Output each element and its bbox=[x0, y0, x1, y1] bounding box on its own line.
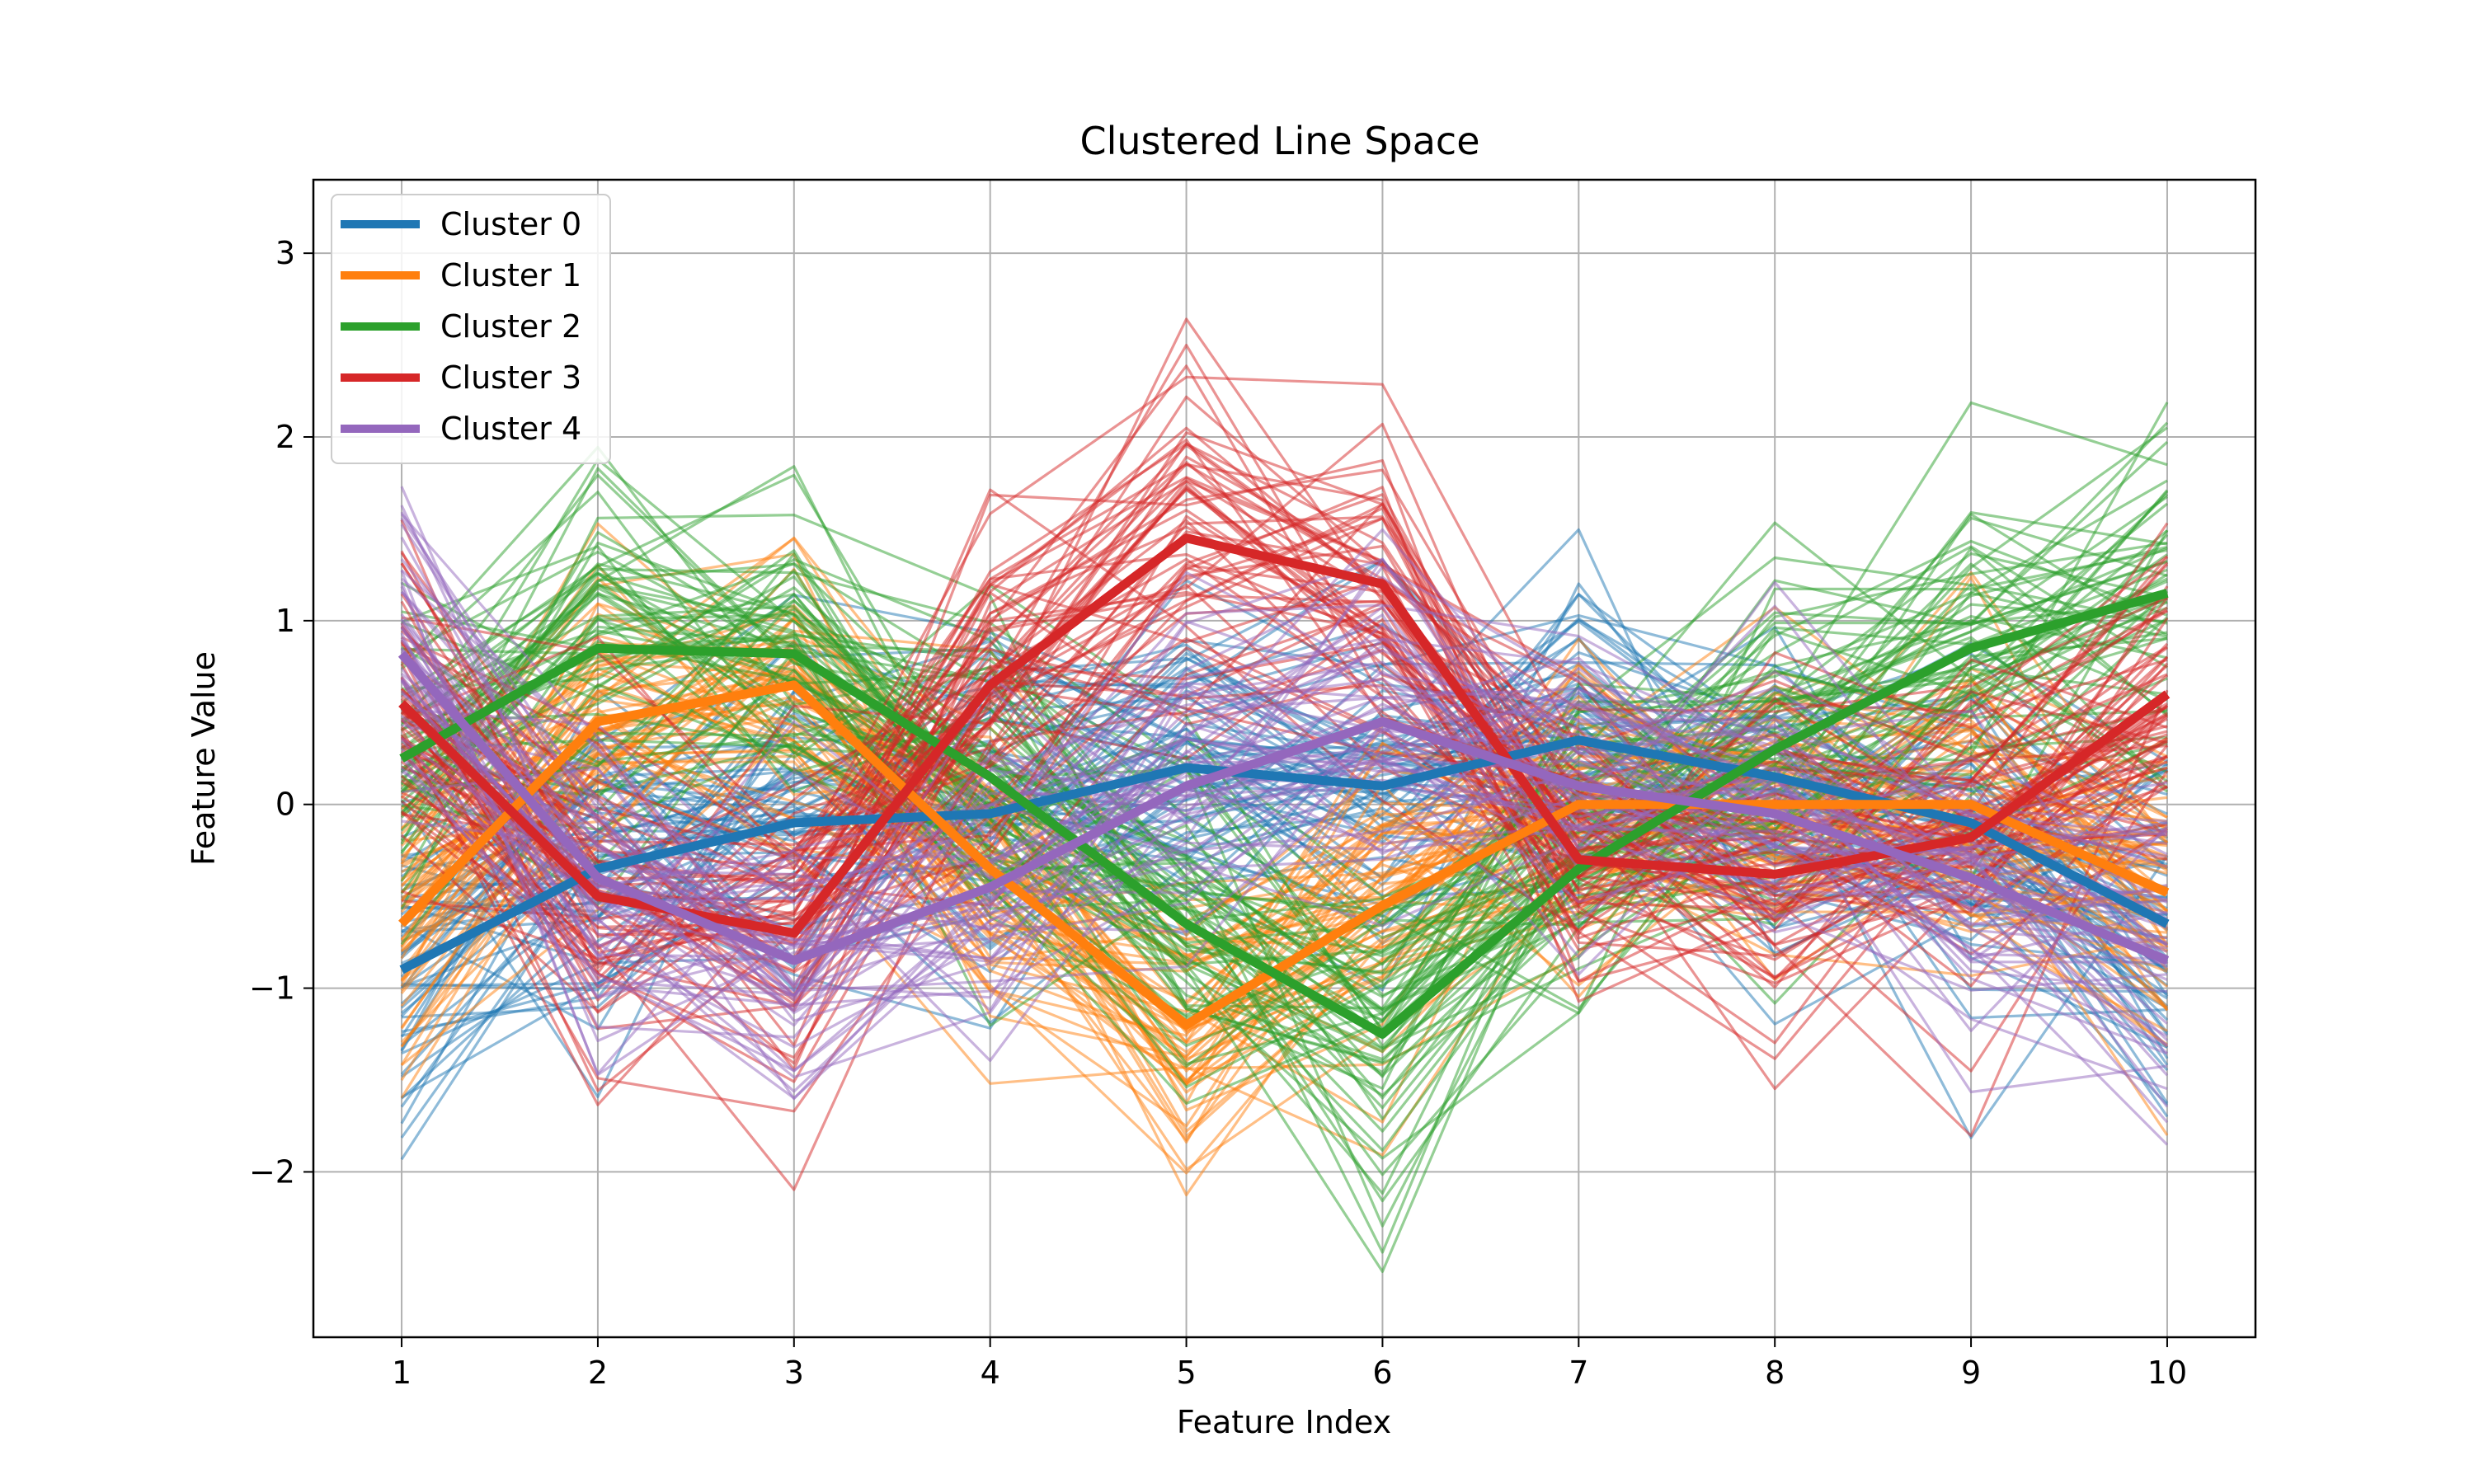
legend-label-cluster-4: Cluster 4 bbox=[440, 411, 581, 447]
cluster-0-centroid-line bbox=[399, 735, 2170, 974]
x-tick-label-2: 2 bbox=[588, 1355, 608, 1391]
x-tick-label-5: 5 bbox=[1176, 1355, 1196, 1391]
centroid-lines bbox=[397, 533, 2171, 1039]
y-tick-label-2: 1 bbox=[275, 603, 295, 639]
cluster-2-sample-line bbox=[401, 548, 2168, 1160]
y-tick-label-3: 0 bbox=[275, 787, 295, 823]
cluster-2-sample-line bbox=[401, 571, 2168, 1027]
legend-label-cluster-1: Cluster 1 bbox=[440, 257, 581, 294]
cluster-4-sample-line bbox=[400, 585, 2168, 1043]
x-axis-label: Feature Index bbox=[1177, 1404, 1391, 1440]
x-tick-label-6: 6 bbox=[1372, 1355, 1392, 1391]
cluster-4-centroid-line bbox=[397, 650, 2170, 965]
x-tick-label-10: 10 bbox=[2147, 1355, 2187, 1391]
x-tick-label-9: 9 bbox=[1961, 1355, 1981, 1391]
y-axis-label: Feature Value bbox=[186, 651, 222, 866]
cluster-4-sample-line bbox=[400, 767, 2168, 1073]
cluster-3-sample-line bbox=[401, 488, 2168, 923]
cluster-2-sample-line bbox=[400, 465, 2168, 1054]
legend: Cluster 0 Cluster 1 Cluster 2 Cluster 3 Clus… bbox=[331, 194, 611, 464]
cluster-2-sample-line bbox=[400, 473, 2169, 1133]
legend-label-cluster-3: Cluster 3 bbox=[440, 359, 581, 396]
cluster-4-sample-line bbox=[400, 679, 2169, 1073]
cluster-2-centroid-line bbox=[399, 589, 2169, 1039]
x-tick-label-1: 1 bbox=[392, 1355, 412, 1391]
x-tick-label-7: 7 bbox=[1569, 1355, 1588, 1391]
cluster-4-sample-line bbox=[400, 618, 2168, 1094]
cluster-2-sample-line bbox=[401, 636, 2168, 955]
cluster-4-sample-lines bbox=[400, 486, 2169, 1146]
x-tick-label-8: 8 bbox=[1765, 1355, 1785, 1391]
y-tick-label-1: 2 bbox=[275, 419, 295, 455]
cluster-4-sample-line bbox=[401, 683, 2169, 1124]
cluster-3-sample-line bbox=[401, 461, 2168, 936]
cluster-1-centroid-line bbox=[398, 680, 2170, 1030]
legend-label-cluster-2: Cluster 2 bbox=[440, 308, 581, 345]
y-axis-ticks: 3 2 1 0 −1 −2 bbox=[249, 235, 313, 1190]
cluster-4-sample-line bbox=[400, 537, 2168, 887]
cluster-4-sample-line bbox=[400, 513, 2168, 990]
legend-box bbox=[331, 194, 611, 464]
x-tick-label-4: 4 bbox=[981, 1355, 1000, 1391]
cluster-4-sample-line bbox=[400, 613, 2169, 1077]
x-tick-label-3: 3 bbox=[784, 1355, 804, 1391]
cluster-3-sample-line bbox=[401, 375, 2168, 871]
cluster-3-sample-line bbox=[400, 606, 2169, 1014]
cluster-2-sample-line bbox=[401, 513, 2168, 1068]
cluster-4-sample-line bbox=[400, 675, 2168, 953]
x-axis-ticks: 1 2 3 4 5 6 7 8 9 10 bbox=[392, 1337, 2187, 1391]
cluster-4-sample-line bbox=[400, 649, 2169, 1108]
cluster-2-sample-line bbox=[401, 545, 2168, 1015]
cluster-2-sample-line bbox=[401, 669, 2168, 1203]
y-tick-label-4: −1 bbox=[249, 970, 295, 1007]
cluster-4-sample-line bbox=[401, 528, 2168, 936]
y-tick-label-0: 3 bbox=[275, 235, 295, 271]
cluster-4-sample-line bbox=[400, 517, 2168, 1101]
chart-title: Clustered Line Space bbox=[1079, 119, 1479, 163]
cluster-2-sample-line bbox=[400, 421, 2169, 1048]
cluster-4-sample-line bbox=[400, 605, 2168, 997]
cluster-4-sample-line bbox=[400, 636, 2168, 1100]
cluster-4-sample-line bbox=[401, 557, 2169, 1146]
legend-label-cluster-0: Cluster 0 bbox=[440, 206, 581, 242]
plot-frame bbox=[312, 178, 2257, 1339]
y-tick-label-5: −2 bbox=[249, 1153, 295, 1190]
cluster-2-sample-line bbox=[401, 552, 2168, 1106]
cluster-3-sample-line bbox=[401, 636, 2168, 1191]
cluster-4-sample-line bbox=[400, 511, 2168, 993]
